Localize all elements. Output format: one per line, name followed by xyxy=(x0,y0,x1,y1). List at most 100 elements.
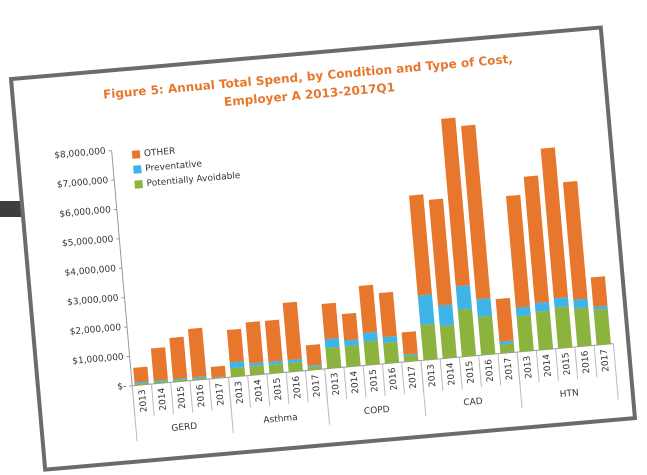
bar-segment xyxy=(173,379,188,383)
bar-segment xyxy=(455,285,473,310)
x-tick-label: 2013 xyxy=(234,381,246,405)
x-tick-label: 2017 xyxy=(407,365,419,389)
bar-segment xyxy=(230,367,246,378)
x-tick-label: 2015 xyxy=(369,369,381,393)
group-divider xyxy=(420,360,427,417)
bar-segment xyxy=(540,147,569,299)
legend-swatch xyxy=(131,150,141,159)
x-tick-label: 2013 xyxy=(426,364,438,388)
bar-segment xyxy=(249,362,264,367)
bar-segment xyxy=(499,340,514,345)
x-divider xyxy=(555,348,559,381)
bar-segment xyxy=(229,361,245,369)
y-tick-label: $2,000,000 xyxy=(69,323,121,337)
x-tick-label: 2013 xyxy=(138,389,150,413)
x-divider xyxy=(150,383,155,416)
x-tick-label: 2016 xyxy=(292,375,304,399)
group-divider xyxy=(324,368,331,425)
x-tick-label: 2014 xyxy=(157,387,169,411)
x-divider xyxy=(189,380,194,413)
bar-segment xyxy=(226,328,244,363)
bar-segment xyxy=(593,305,608,310)
x-divider xyxy=(593,345,598,378)
bar-segment xyxy=(249,365,265,376)
bar-segment xyxy=(268,360,283,365)
x-tick-label: 2015 xyxy=(465,360,477,384)
x-tick-label: 2017 xyxy=(503,357,515,381)
x-divider xyxy=(170,382,174,415)
bar-segment xyxy=(307,364,322,368)
bar-segment xyxy=(506,194,531,308)
bar-segment xyxy=(409,194,432,296)
bar-segment xyxy=(553,297,569,308)
bar-segment xyxy=(441,117,470,287)
bar-segment xyxy=(401,331,418,355)
bar-segment xyxy=(134,381,149,385)
bar-segment xyxy=(378,291,397,338)
x-divider xyxy=(458,357,463,390)
bar-segment xyxy=(211,376,226,379)
y-tick-label: $7,000,000 xyxy=(57,176,109,190)
bar-segment xyxy=(169,336,188,380)
x-divider xyxy=(208,378,213,411)
bar-segment xyxy=(210,365,226,378)
x-tick-label: 2017 xyxy=(311,374,323,398)
bar-segment xyxy=(363,340,380,366)
x-tick-label: 2017 xyxy=(600,349,612,373)
x-divider xyxy=(247,375,251,408)
bar-segment xyxy=(245,321,264,364)
bar-segment xyxy=(534,301,550,312)
bar-segment xyxy=(287,359,303,364)
y-tick-label: $4,000,000 xyxy=(64,264,116,278)
bar-segment xyxy=(344,345,361,367)
bar-segment xyxy=(358,284,378,333)
group-label: COPD xyxy=(364,405,391,417)
bar-segment xyxy=(341,312,359,341)
bar-segment xyxy=(438,304,455,327)
bar-segment xyxy=(417,294,435,325)
bar-segment xyxy=(554,306,573,349)
bar-segment xyxy=(324,338,340,349)
bar-segment xyxy=(461,124,491,300)
bar-segment xyxy=(590,276,608,307)
x-tick-label: 2013 xyxy=(330,372,342,396)
x-tick-label: 2016 xyxy=(388,367,400,391)
bar-segment xyxy=(535,310,554,351)
x-tick-label: 2016 xyxy=(195,384,207,408)
x-tick-label: 2014 xyxy=(542,353,554,377)
group-label: HTN xyxy=(559,388,579,400)
bar-segment xyxy=(562,180,588,300)
bar-segment xyxy=(268,363,284,374)
bar-segment xyxy=(457,308,477,357)
bar-segment xyxy=(153,379,169,383)
group-label: GERD xyxy=(171,422,198,434)
x-tick-label: 2016 xyxy=(580,350,592,374)
legend-swatch xyxy=(133,165,142,174)
x-tick-label: 2016 xyxy=(484,358,496,382)
legend-label: OTHER xyxy=(144,147,176,160)
bar-segment xyxy=(495,297,514,342)
group-label: CAD xyxy=(463,397,483,409)
x-divider xyxy=(401,362,405,395)
bar-segment xyxy=(172,377,188,381)
group-divider xyxy=(131,385,138,442)
bar-segment xyxy=(211,376,226,379)
bar-segment xyxy=(133,366,149,383)
bar-segment xyxy=(420,323,438,361)
bar-segment xyxy=(287,361,303,373)
bar-segment xyxy=(515,306,531,317)
x-divider xyxy=(478,355,482,388)
x-divider xyxy=(439,358,444,391)
y-tick-label: $- xyxy=(117,382,127,393)
bar-segment xyxy=(305,344,322,366)
legend-label: Preventative xyxy=(145,159,203,174)
bar-segment xyxy=(307,366,323,371)
x-divider xyxy=(535,350,540,383)
y-tick-label: $3,000,000 xyxy=(67,294,119,308)
bar-segment xyxy=(150,347,168,381)
bar-segment xyxy=(574,307,592,347)
x-tick-label: 2015 xyxy=(561,352,573,376)
bar-segment xyxy=(264,319,283,362)
y-tick-label: $1,000,000 xyxy=(72,352,124,366)
